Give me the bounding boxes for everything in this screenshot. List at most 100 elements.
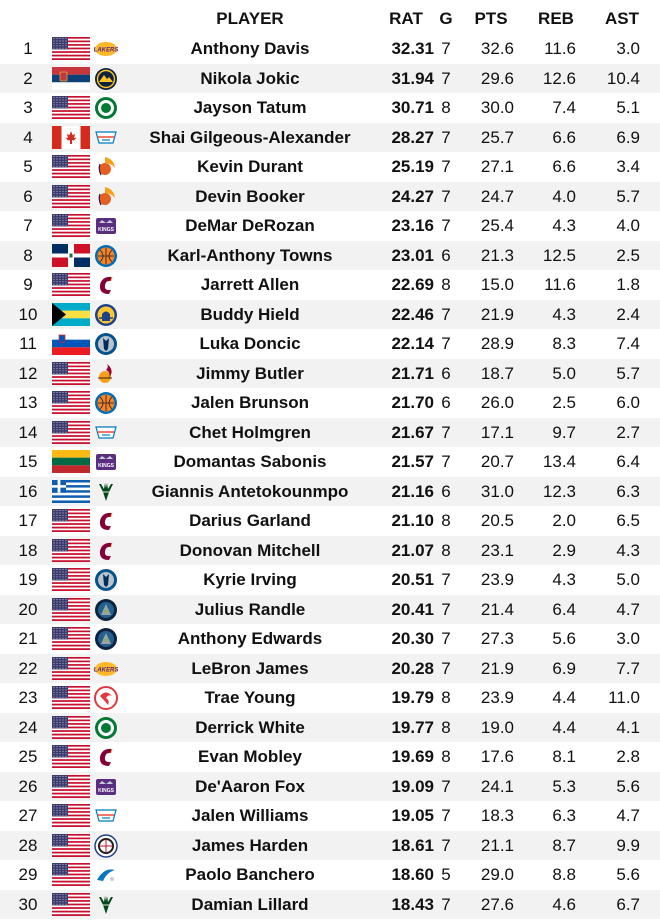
- table-row[interactable]: 17 Darius Garland 21.10 8 20.5 2.0 6.5: [0, 506, 660, 536]
- points-cell: 18.7: [480, 363, 514, 383]
- player-name[interactable]: Buddy Hield: [200, 304, 300, 324]
- player-name[interactable]: Devin Booker: [195, 186, 305, 206]
- table-row[interactable]: 23 Trae Young 19.79 8 23.9 4.4 11.0: [0, 683, 660, 713]
- assists-cell: 7.7: [616, 658, 640, 678]
- table-row[interactable]: 1 LAKERS Anthony Davis 32.31 7 32.6 11.6 3.0: [0, 34, 660, 64]
- table-row[interactable]: 5 Kevin Durant 25.19 7 27.1 6.6 3.4: [0, 152, 660, 182]
- player-name[interactable]: Darius Garland: [189, 511, 311, 530]
- player-name[interactable]: Jayson Tatum: [193, 98, 307, 117]
- table-row[interactable]: 26 KINGS De'Aaron Fox 19.09 7 24.1 5.3 5.6: [0, 771, 660, 801]
- player-name[interactable]: Evan Mobley: [198, 747, 302, 766]
- games-cell: 7: [441, 39, 451, 58]
- table-row[interactable]: 22 LAKERS LeBron James 20.28 7 21.9 6.9 7.7: [0, 653, 660, 683]
- column-header-rat[interactable]: RAT: [389, 9, 423, 28]
- rank-cell: 17: [18, 511, 38, 530]
- points-cell: 24.7: [480, 186, 514, 206]
- table-row[interactable]: 18 Donovan Mitchell 21.07 8 23.1 2.9 4.3: [0, 535, 660, 565]
- player-name[interactable]: Giannis Antetokounmpo: [151, 481, 349, 501]
- player-name[interactable]: De'Aaron Fox: [195, 776, 305, 796]
- table-row[interactable]: 19 Kyrie Irving 20.51 7 23.9 4.3 5.0: [0, 565, 660, 595]
- player-name[interactable]: Luka Doncic: [199, 334, 301, 353]
- table-row[interactable]: 29 Paolo Banchero 18.60 5 29.0 8.8 5.6: [0, 860, 660, 890]
- player-name[interactable]: Chet Holmgren: [189, 422, 311, 442]
- rebounds-cell: 5.0: [552, 363, 576, 383]
- table-row[interactable]: 6 Devin Booker 24.27 7 24.7 4.0 5.7: [0, 181, 660, 211]
- player-name[interactable]: Nikola Jokic: [200, 68, 300, 88]
- table-row[interactable]: 10 Buddy Hield 22.46 7 21.9 4.3 2.4: [0, 299, 660, 329]
- rating-cell: 19.05: [391, 806, 434, 825]
- player-name[interactable]: Jalen Williams: [191, 806, 309, 825]
- table-row[interactable]: 9 Jarrett Allen 22.69 8 15.0 11.6 1.8: [0, 270, 660, 300]
- player-name[interactable]: Karl-Anthony Towns: [167, 245, 333, 265]
- rating-cell: 24.27: [391, 186, 434, 206]
- table-row[interactable]: 14 Chet Holmgren 21.67 7 17.1 9.7 2.7: [0, 417, 660, 447]
- rank-cell: 2: [23, 68, 33, 88]
- player-name[interactable]: Anthony Davis: [190, 39, 310, 58]
- table-row[interactable]: 8 Karl-Anthony Towns 23.01 6 21.3 12.5 2.5: [0, 240, 660, 270]
- player-name[interactable]: Jalen Brunson: [190, 393, 310, 412]
- games-cell: 8: [441, 717, 451, 737]
- usa-flag-icon: [52, 420, 90, 444]
- table-row[interactable]: 2 Nikola Jokic 31.94 7 29.6 12.6 10.4: [0, 63, 660, 93]
- rebounds-cell: 8.3: [552, 334, 576, 353]
- column-header-ast[interactable]: AST: [605, 9, 639, 28]
- column-header-g[interactable]: G: [439, 9, 453, 28]
- usa-flag-icon: [52, 833, 90, 857]
- player-name[interactable]: Jimmy Butler: [196, 363, 304, 383]
- player-name[interactable]: Damian Lillard: [191, 894, 309, 914]
- player-name[interactable]: Shai Gilgeous-Alexander: [149, 127, 351, 147]
- bucks-logo-icon: [94, 480, 118, 504]
- table-row[interactable]: 21 Anthony Edwards 20.30 7 27.3 5.6 3.0: [0, 624, 660, 654]
- table-row[interactable]: 15 KINGS Domantas Sabonis 21.57 7 20.7 13.4 6.…: [0, 447, 660, 477]
- table-row[interactable]: 25 Evan Mobley 19.69 8 17.6 8.1 2.8: [0, 742, 660, 772]
- column-header-player[interactable]: PLAYER: [216, 9, 284, 28]
- table-row[interactable]: 12 Jimmy Butler 21.71 6 18.7 5.0 5.7: [0, 358, 660, 388]
- player-name[interactable]: Julius Randle: [194, 599, 306, 619]
- rank-cell: 27: [18, 806, 38, 825]
- player-name[interactable]: Trae Young: [204, 688, 296, 707]
- table-row[interactable]: 27 Jalen Williams 19.05 7 18.3 6.3 4.7: [0, 801, 660, 831]
- player-name[interactable]: Paolo Banchero: [185, 865, 315, 884]
- assists-cell: 6.5: [616, 511, 640, 530]
- rebounds-cell: 4.0: [552, 186, 576, 206]
- points-cell: 29.0: [480, 865, 514, 884]
- rank-cell: 16: [18, 481, 38, 501]
- table-row[interactable]: 7 KINGS DeMar DeRozan 23.16 7 25.4 4.3 4.0: [0, 211, 660, 241]
- rank-cell: 13: [18, 393, 38, 412]
- table-row[interactable]: 30 Damian Lillard 18.43 7 27.6 4.6 6.7: [0, 889, 660, 919]
- player-name[interactable]: Kevin Durant: [197, 157, 303, 176]
- table-row[interactable]: 3 Jayson Tatum 30.71 8 30.0 7.4 5.1: [0, 93, 660, 123]
- player-name[interactable]: Kyrie Irving: [203, 570, 297, 589]
- table-row[interactable]: 4 Shai Gilgeous-Alexander 28.27 7 25.7 6.6 6.…: [0, 122, 660, 152]
- usa-flag-icon: [52, 597, 90, 621]
- assists-cell: 6.9: [616, 127, 640, 147]
- rating-cell: 19.79: [391, 688, 434, 707]
- table-row[interactable]: 20 Julius Randle 20.41 7 21.4 6.4 4.7: [0, 594, 660, 624]
- table-row[interactable]: 11 Luka Doncic 22.14 7 28.9 8.3 7.4: [0, 329, 660, 359]
- rating-cell: 31.94: [391, 68, 434, 88]
- table-row[interactable]: 16 Giannis Antetokounmpo 21.16 6 31.0 12.3 6.…: [0, 476, 660, 506]
- table-row[interactable]: 13 Jalen Brunson 21.70 6 26.0 2.5 6.0: [0, 388, 660, 418]
- rating-cell: 18.43: [391, 894, 434, 914]
- player-name[interactable]: DeMar DeRozan: [185, 216, 315, 235]
- rating-cell: 21.71: [391, 363, 434, 383]
- rebounds-cell: 6.9: [552, 658, 576, 678]
- rank-cell: 23: [18, 688, 38, 707]
- mavericks-logo-icon: [94, 568, 118, 592]
- usa-flag-icon: [52, 804, 90, 827]
- player-name[interactable]: Derrick White: [195, 717, 305, 737]
- table-row[interactable]: 28 James Harden 18.61 7 21.1 8.7 9.9: [0, 830, 660, 860]
- player-name[interactable]: LeBron James: [191, 658, 309, 678]
- rebounds-cell: 12.5: [542, 245, 576, 265]
- player-name[interactable]: Jarrett Allen: [200, 275, 300, 294]
- games-cell: 7: [441, 806, 451, 825]
- column-header-pts[interactable]: PTS: [474, 9, 508, 28]
- table-row[interactable]: 24 Derrick White 19.77 8 19.0 4.4 4.1: [0, 712, 660, 742]
- column-header-reb[interactable]: REB: [538, 9, 574, 28]
- games-cell: 7: [441, 127, 451, 147]
- player-name[interactable]: Anthony Edwards: [177, 629, 323, 648]
- player-name[interactable]: Donovan Mitchell: [179, 540, 321, 560]
- rank-cell: 1: [23, 39, 33, 58]
- player-name[interactable]: Domantas Sabonis: [173, 452, 327, 471]
- player-name[interactable]: James Harden: [191, 835, 309, 855]
